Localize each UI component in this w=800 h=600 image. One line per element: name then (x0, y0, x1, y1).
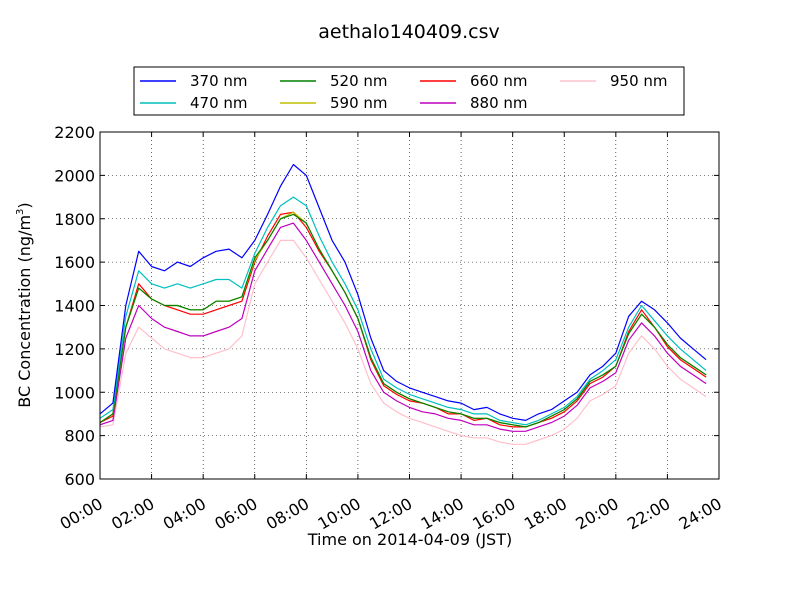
legend-entry-label: 950 nm (610, 72, 668, 90)
legend-entry-label: 370 nm (190, 72, 248, 90)
y-axis-label: BC Concentration (ng/m3) (15, 202, 34, 407)
y-tick-label: 1800 (54, 210, 95, 229)
x-tick-label: 24:00 (676, 494, 725, 534)
x-axis-label: Time on 2014-04-09 (JST) (307, 530, 512, 549)
plot-area (100, 163, 707, 445)
series-line-590-nm (100, 211, 707, 428)
x-tick-label: 16:00 (469, 494, 518, 534)
y-tick-label: 1200 (54, 340, 95, 359)
y-axis-label-close: ) (15, 202, 34, 208)
y-tick-label: 1400 (54, 297, 95, 316)
x-tick-label: 22:00 (624, 494, 673, 534)
legend-entry-label: 520 nm (330, 72, 388, 90)
x-tick-label: 00:00 (57, 494, 106, 534)
x-tick-label: 06:00 (211, 494, 260, 534)
y-tick-label: 2000 (54, 166, 95, 185)
legend-entry-label: 470 nm (190, 94, 248, 112)
legend-box (133, 66, 685, 116)
x-tick-label: 12:00 (366, 494, 415, 534)
legend-entry-label: 660 nm (470, 72, 528, 90)
x-tick-label: 18:00 (521, 494, 570, 534)
chart-title: aethalo140409.csv (318, 21, 500, 43)
grid-lines (100, 132, 719, 479)
series-line-880-nm (100, 222, 707, 432)
legend: 370 nm 470 nm 520 nm 590 nm 660 nm 880 nm 950 … (133, 66, 685, 116)
x-tick-label: 14:00 (418, 494, 467, 534)
y-tick-label: 600 (64, 470, 95, 489)
y-tick-label: 1600 (54, 253, 95, 272)
x-tick-label: 02:00 (108, 494, 157, 534)
x-tick-label: 04:00 (160, 494, 209, 534)
legend-entry-label: 590 nm (330, 94, 388, 112)
y-axis-label-main: BC Concentration (ng/m (15, 215, 34, 408)
y-tick-label: 800 (64, 427, 95, 446)
series-line-950-nm (100, 239, 707, 445)
series-line-520-nm (100, 213, 707, 428)
series-line-370-nm (100, 163, 707, 421)
y-tick-label: 2200 (54, 123, 95, 142)
x-tick-label: 08:00 (263, 494, 312, 534)
y-axis-label-sup: 3 (15, 209, 26, 215)
series-line-660-nm (100, 211, 707, 428)
x-tick-label: 20:00 (572, 494, 621, 534)
legend-entry-label: 880 nm (470, 94, 528, 112)
x-tick-label: 10:00 (314, 494, 363, 534)
series-line-470-nm (100, 196, 707, 426)
y-tick-label: 1000 (54, 383, 95, 402)
